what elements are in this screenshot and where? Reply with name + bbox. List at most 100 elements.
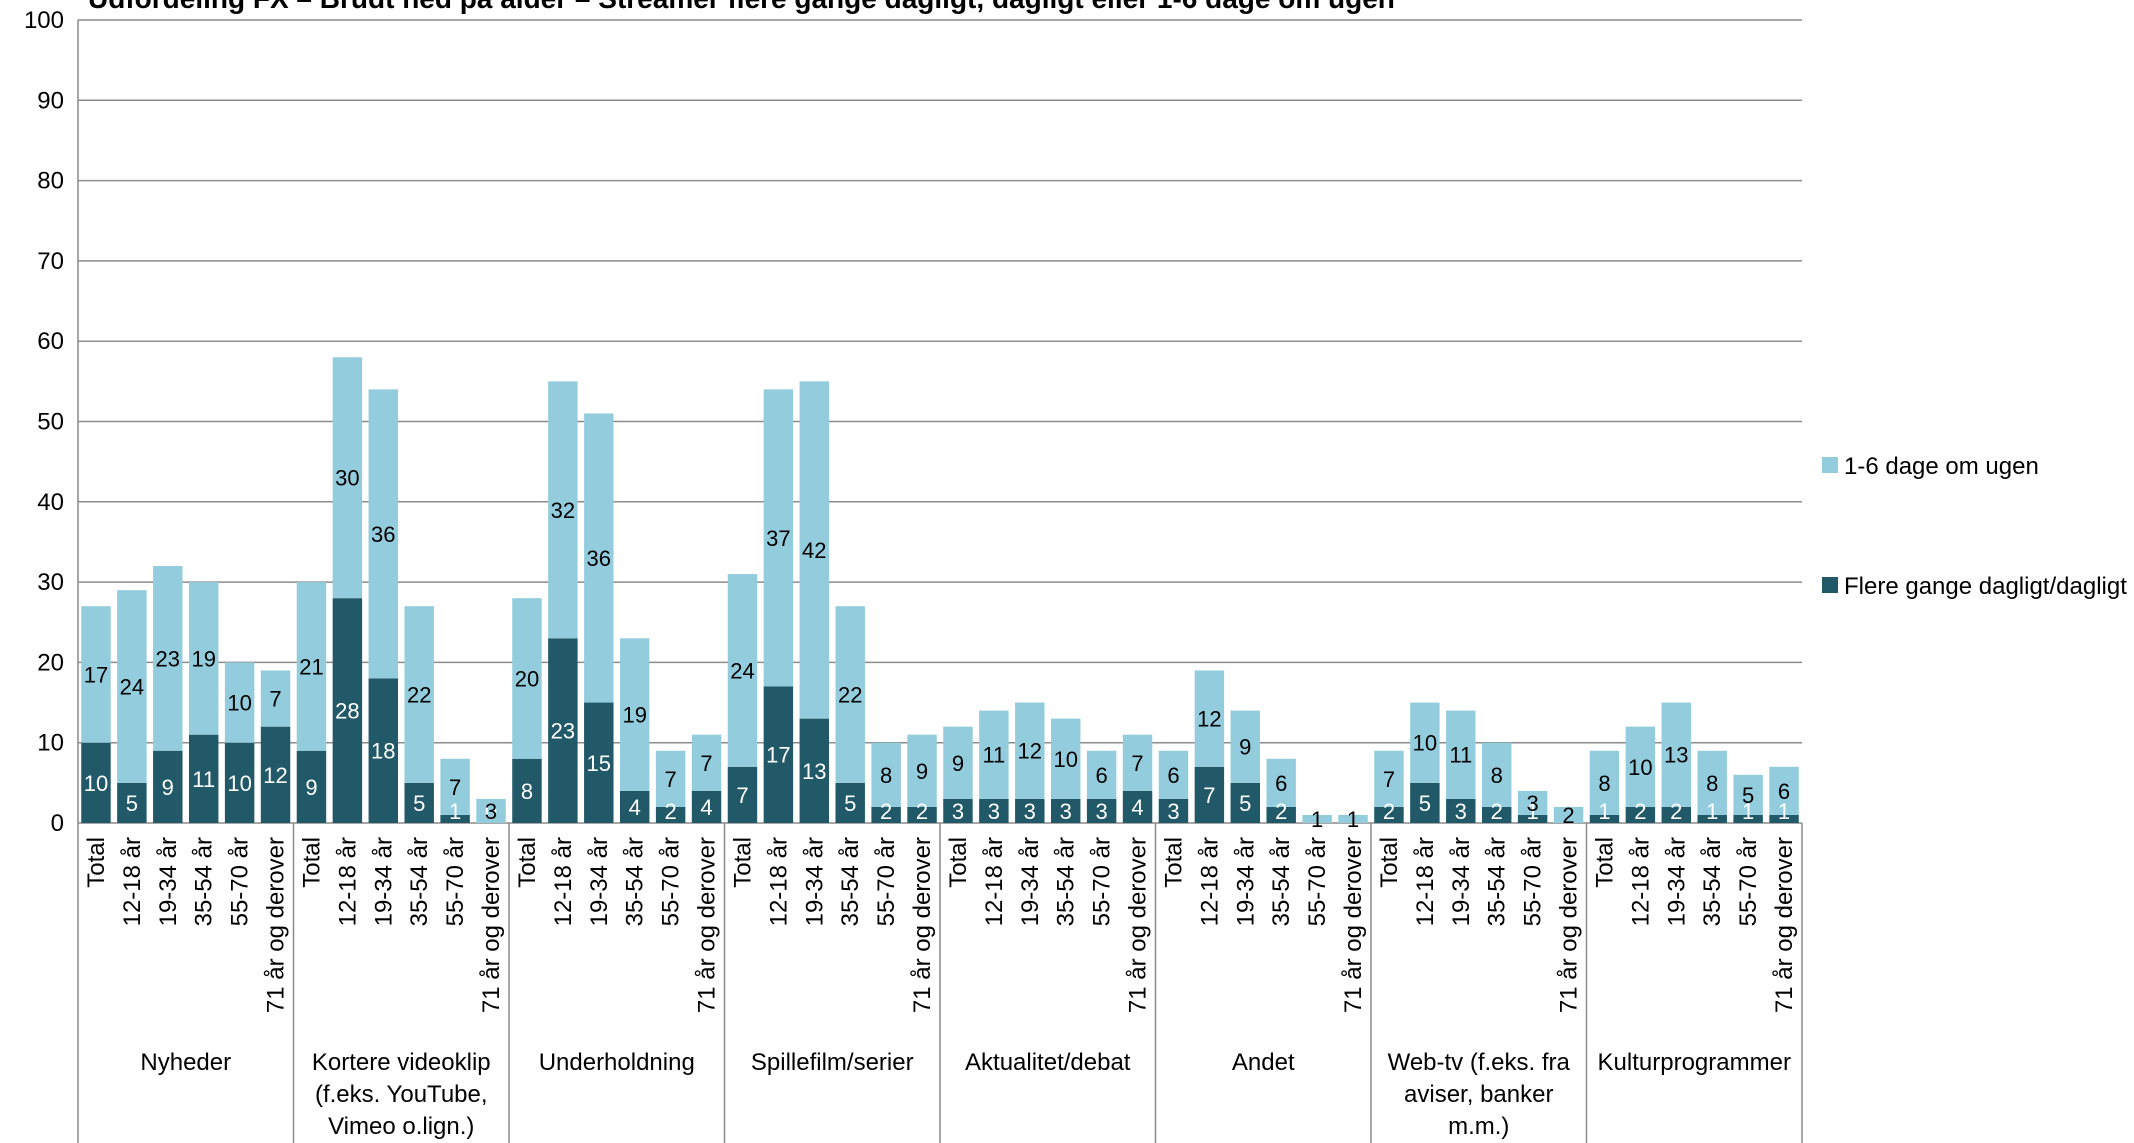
bar-data-label: 2 xyxy=(1275,799,1287,824)
bar-data-label: 37 xyxy=(766,526,790,551)
x-tick-label: 19-34 år xyxy=(155,837,182,926)
bar-data-label: 7 xyxy=(700,751,712,776)
bar-data-label: 20 xyxy=(515,666,539,691)
x-tick-label: 12-18 år xyxy=(1627,837,1654,926)
x-tick-label: Total xyxy=(83,837,110,888)
bar-data-label: 6 xyxy=(1096,763,1108,788)
bar-data-label: 9 xyxy=(305,775,317,800)
category-group-label: Andet xyxy=(1232,1049,1295,1076)
bar-segment-weekly xyxy=(1589,750,1620,815)
x-tick-label: 19-34 år xyxy=(586,837,613,926)
x-tick-label: 55-70 år xyxy=(1735,837,1762,926)
bar-data-label: 7 xyxy=(1203,783,1215,808)
bar-segment-weekly xyxy=(1446,710,1476,799)
bar-segment-daily xyxy=(1015,798,1045,823)
bar-data-label: 11 xyxy=(192,767,215,792)
bar-segment-weekly xyxy=(1122,734,1153,791)
bar-segment-daily xyxy=(81,742,111,823)
bar-data-label: 12 xyxy=(1018,739,1042,764)
bar-segment-daily xyxy=(1266,806,1296,823)
bar-segment-daily xyxy=(224,742,255,823)
category-group-label: aviser, banker xyxy=(1404,1081,1553,1108)
bar-data-label: 1 xyxy=(1527,799,1539,824)
bar-segment-weekly xyxy=(727,574,758,767)
bar-segment-weekly xyxy=(655,750,686,807)
bar-data-label: 8 xyxy=(1706,771,1718,796)
bar-data-label: 28 xyxy=(335,699,359,724)
bar-data-label: 2 xyxy=(1383,799,1395,824)
bar-segment-weekly xyxy=(907,734,937,807)
bar-data-label: 19 xyxy=(191,646,215,671)
bar-segment-daily xyxy=(1769,814,1799,823)
bar-data-label: 15 xyxy=(587,751,611,776)
bar-data-label: 5 xyxy=(1419,791,1431,816)
x-tick-label: 12-18 år xyxy=(765,837,792,926)
bar-segment-weekly xyxy=(1481,742,1512,807)
bar-data-label: 5 xyxy=(1742,783,1754,808)
bar-data-label: 5 xyxy=(1239,791,1251,816)
bar-segment-weekly xyxy=(871,742,901,807)
bar-segment-daily xyxy=(1661,806,1692,823)
bar-data-label: 6 xyxy=(1778,779,1790,804)
bar-segment-weekly xyxy=(1086,750,1117,799)
bar-segment-weekly xyxy=(1015,702,1045,799)
x-tick-label: 19-34 år xyxy=(370,837,397,926)
bar-segment-weekly xyxy=(943,726,973,799)
bar-segment-daily xyxy=(1410,782,1440,823)
x-axis: Total 12-18 år 19-34 år 35-54 år 55-70 år 71 … xyxy=(77,823,1803,1143)
category-group-label: Web-tv (f.eks. fra xyxy=(1388,1049,1571,1076)
bar-data-label: 3 xyxy=(1024,799,1036,824)
bar-segment-daily xyxy=(979,798,1009,823)
bar-data-label: 11 xyxy=(1449,743,1472,768)
bar-segment-weekly xyxy=(1769,766,1799,815)
bar-segment-weekly xyxy=(1050,718,1081,799)
bar-segment-daily xyxy=(763,686,794,823)
bar-data-label: 5 xyxy=(413,791,425,816)
x-tick-label: Total xyxy=(514,837,541,888)
bar-segment-weekly xyxy=(260,670,291,727)
bar-data-label: 8 xyxy=(521,779,533,804)
bar-data-label: 10 xyxy=(227,771,251,796)
x-tick-label: Total xyxy=(1376,837,1403,888)
bar-segment-weekly xyxy=(799,381,830,719)
x-tick-label: 35-54 år xyxy=(622,837,649,926)
bar-data-label: 5 xyxy=(844,791,856,816)
bar-segment-weekly xyxy=(1230,710,1261,783)
bar-data-label: 8 xyxy=(1491,763,1503,788)
bar-segment-weekly xyxy=(188,582,219,735)
x-tick-label: 55-70 år xyxy=(1304,837,1331,926)
bar-segment-weekly xyxy=(512,598,542,759)
bar-data-label: 9 xyxy=(162,775,174,800)
x-tick-label: Total xyxy=(945,837,972,888)
bar-segment-daily xyxy=(1733,814,1763,823)
category-group-label: Spillefilm/serier xyxy=(751,1049,914,1076)
legend: 1-6 dage om ugen Flere gange dagligt/dagl… xyxy=(1822,453,2127,600)
bar-data-label: 3 xyxy=(485,799,497,824)
bar-segment-daily xyxy=(188,734,219,823)
bar-segment-weekly xyxy=(1158,750,1189,799)
bar-segment-daily xyxy=(548,638,578,823)
bar-data-label: 3 xyxy=(1167,799,1179,824)
bar-segment-weekly xyxy=(619,638,650,791)
bar-segment-daily xyxy=(1050,798,1081,823)
bar-segment-weekly xyxy=(1697,750,1727,815)
bar-segment-daily xyxy=(1374,806,1404,823)
x-tick-label: 35-54 år xyxy=(406,837,433,926)
bar-data-label: 36 xyxy=(587,546,611,571)
bar-data-label: 2 xyxy=(1491,799,1503,824)
bar-segment-weekly xyxy=(1625,726,1656,807)
x-tick-label: 35-54 år xyxy=(837,837,864,926)
bar-data-label: 1 xyxy=(1598,799,1610,824)
x-tick-label: 55-70 år xyxy=(1089,837,1116,926)
bar-segment-daily xyxy=(943,798,973,823)
bar-segment-daily xyxy=(332,598,363,823)
bar-data-label: 22 xyxy=(838,683,862,708)
bar-data-label: 13 xyxy=(1664,743,1688,768)
bar-data-label: 5 xyxy=(126,791,138,816)
bar-data-label: 4 xyxy=(629,795,641,820)
bar-data-label: 7 xyxy=(1383,767,1395,792)
category-group-label: Nyheder xyxy=(140,1049,231,1076)
bar-segment-daily xyxy=(727,766,758,823)
bar-segment-weekly xyxy=(584,413,614,703)
bar-data-label: 2 xyxy=(880,799,892,824)
